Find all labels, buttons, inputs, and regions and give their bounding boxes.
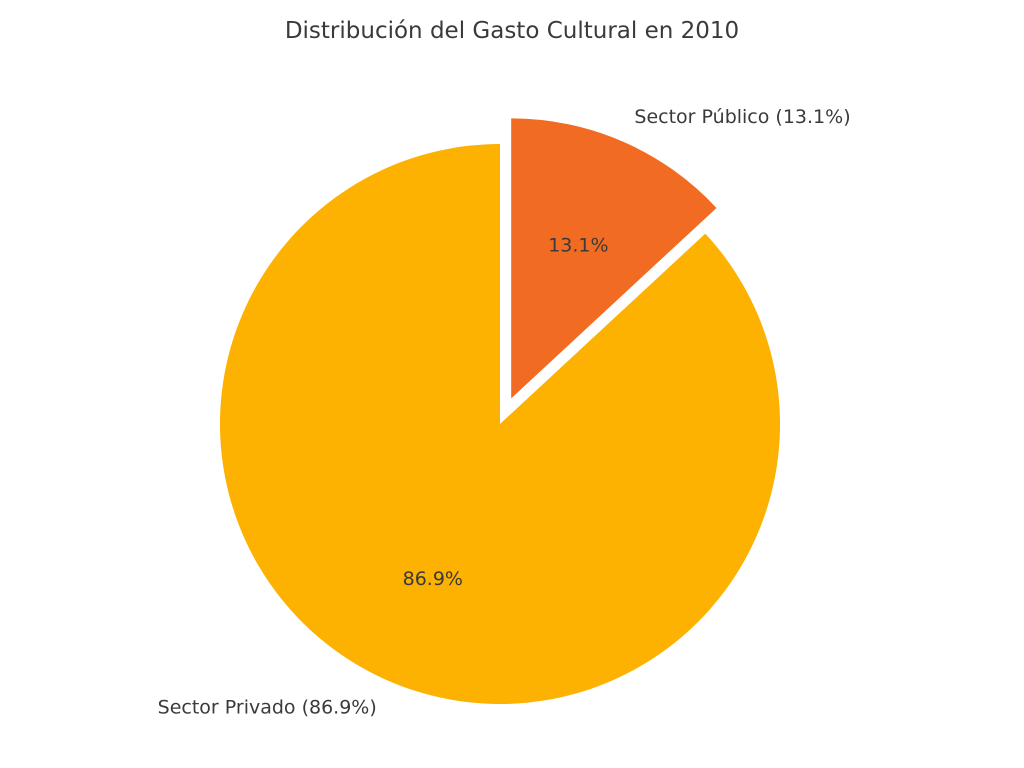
- pie-pct-label: 86.9%: [403, 568, 463, 590]
- pie-slice-sector-p-blico: [511, 118, 717, 399]
- pie-slice-sector-privado: [220, 144, 781, 704]
- chart-title: Distribución del Gasto Cultural en 2010: [285, 18, 739, 44]
- pie-labels: 13.1% Sector Público (13.1%) 86.9% Sector P…: [158, 106, 851, 718]
- pie-outer-label: Sector Público (13.1%): [634, 106, 850, 128]
- pie-pct-label: 13.1%: [548, 234, 608, 256]
- pie-slices: [220, 118, 781, 704]
- pie-outer-label: Sector Privado (86.9%): [158, 696, 377, 718]
